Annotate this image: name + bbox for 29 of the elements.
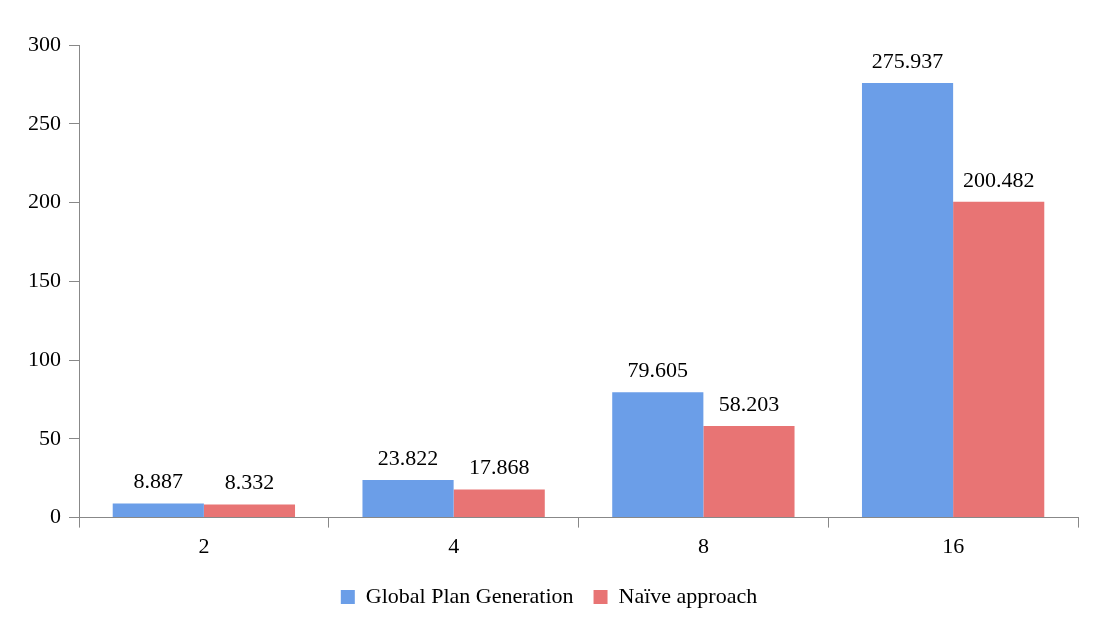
bar	[203, 504, 296, 518]
x-tick-label: 4	[448, 532, 460, 558]
bar	[953, 201, 1045, 518]
legend-label: Global Plan Generation	[365, 582, 574, 608]
bar	[703, 425, 795, 518]
bar	[861, 82, 954, 518]
y-tick-label: 250	[28, 109, 61, 135]
data-label: 275.937	[871, 47, 944, 73]
legend-label: Naïve approach	[618, 582, 758, 608]
y-tick-label: 0	[50, 503, 61, 529]
bar	[112, 503, 204, 518]
data-label: 8.332	[224, 469, 275, 495]
y-tick-label: 200	[28, 188, 61, 214]
data-label: 17.868	[468, 454, 530, 480]
bar	[612, 392, 704, 518]
x-tick-label: 16	[942, 532, 965, 558]
y-tick-label: 50	[39, 424, 61, 450]
data-label: 79.605	[627, 356, 689, 382]
bar	[453, 489, 545, 518]
data-label: 8.887	[133, 468, 184, 494]
x-tick-label: 8	[697, 532, 709, 558]
y-tick-label: 300	[28, 30, 61, 56]
data-label: 23.822	[377, 444, 439, 470]
bar	[362, 480, 454, 518]
x-tick-label: 2	[198, 532, 210, 558]
y-tick-label: 150	[28, 267, 61, 293]
y-tick-label: 100	[28, 345, 61, 371]
data-label: 58.203	[718, 390, 780, 416]
data-label: 200.482	[962, 166, 1035, 192]
